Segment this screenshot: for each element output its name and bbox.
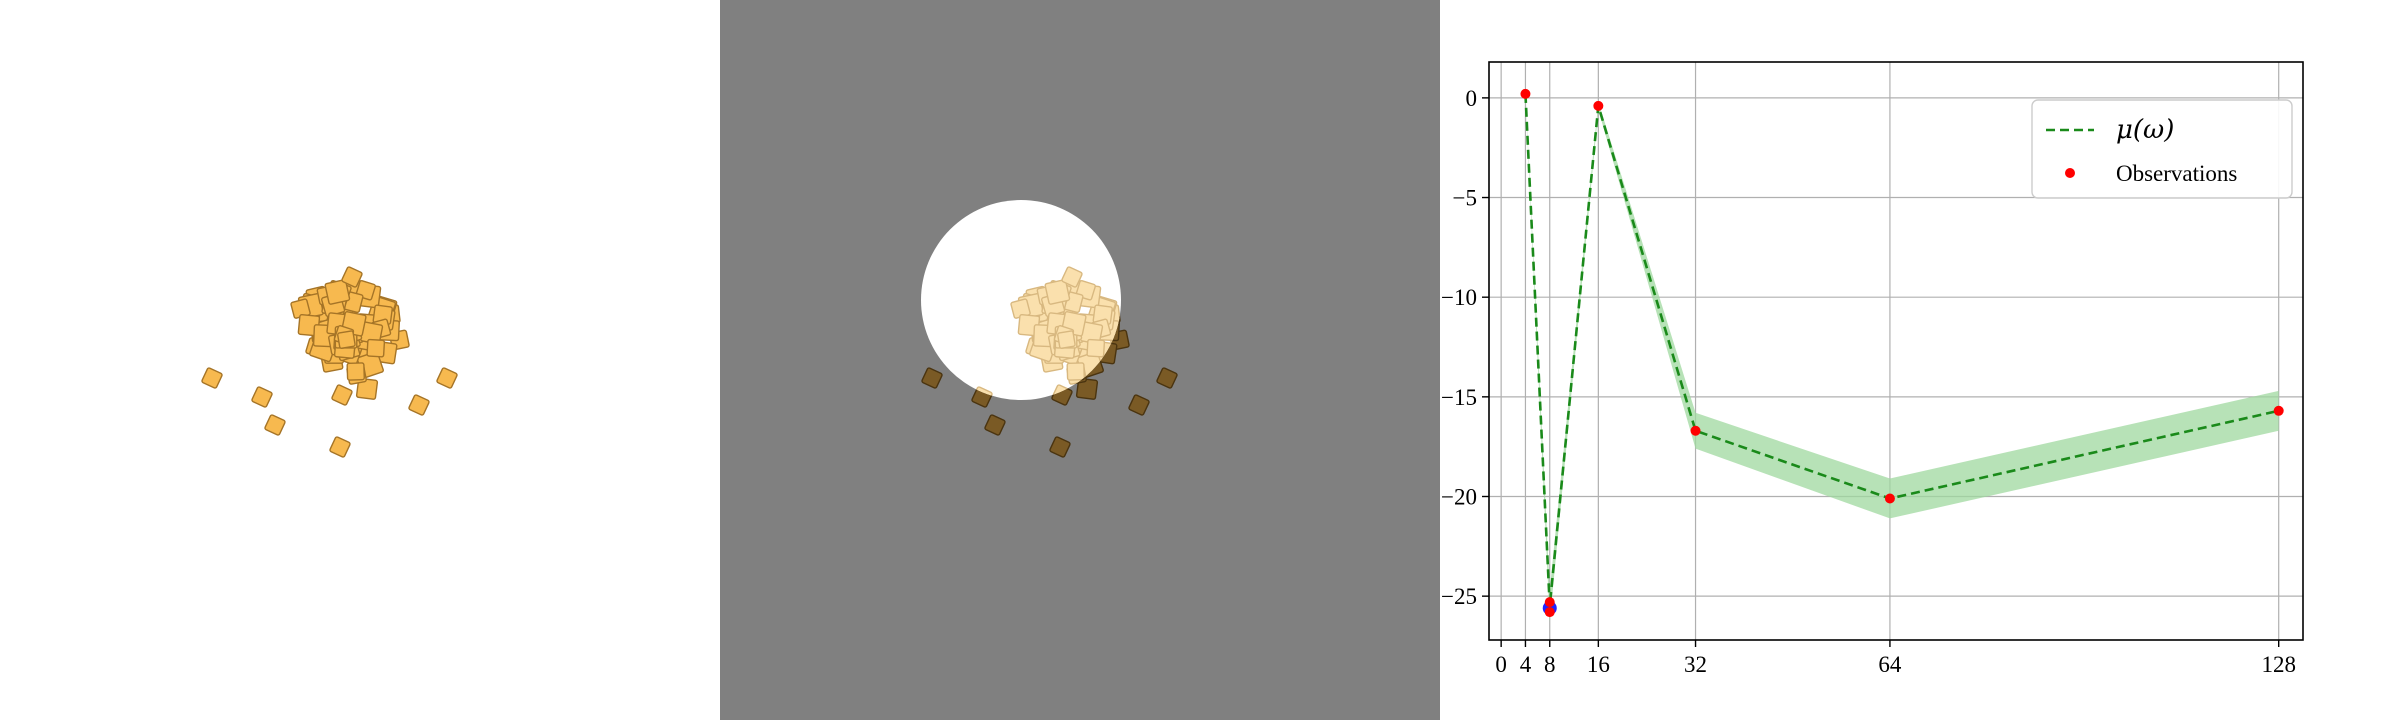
x-tick-label: 64 <box>1878 652 1902 677</box>
masked-cube-render <box>921 200 1178 458</box>
observation-point <box>2273 405 2284 416</box>
masked-cubes-panel <box>720 0 1440 720</box>
observation-point <box>1593 100 1604 111</box>
confidence-band <box>1525 91 2279 623</box>
cube <box>984 414 1006 436</box>
x-tick-label: 32 <box>1684 652 1707 677</box>
chart-panel: 0 4 8 16 32 64 128 0 −5 −10 −15 −20 −25 μ(ω) Observat… <box>1440 0 2400 720</box>
cube <box>1075 377 1099 400</box>
cube <box>1128 394 1150 416</box>
y-tick-label: −20 <box>1441 484 1477 509</box>
x-tick-label: 8 <box>1544 652 1556 677</box>
cube <box>1066 362 1085 381</box>
cube <box>1086 338 1106 358</box>
cube <box>1044 279 1071 305</box>
cube-pile-render <box>201 266 458 458</box>
legend-box <box>2031 99 2293 199</box>
observation-point <box>1520 88 1531 99</box>
y-tick-label: −5 <box>1453 186 1477 211</box>
confidence-band-area <box>1525 91 2279 623</box>
grid-lines <box>1489 62 2303 640</box>
plot-frame <box>1488 61 2304 641</box>
legend-marker-swatch <box>2065 168 2075 178</box>
cube <box>355 377 379 400</box>
legend-label-mean: μ(ω) <box>2116 115 2174 145</box>
observation-point <box>1884 493 1895 504</box>
cube <box>921 367 943 389</box>
cube <box>408 394 430 416</box>
cube <box>331 384 353 406</box>
cube <box>366 338 386 358</box>
mean-line <box>1524 93 2279 607</box>
cube <box>1156 367 1178 389</box>
x-tick-label: 4 <box>1520 652 1532 677</box>
observation-points <box>1520 88 2284 618</box>
cube <box>329 436 351 458</box>
x-tick-label: 0 <box>1495 652 1507 677</box>
y-tick-label: 0 <box>1466 86 1478 111</box>
mean-line-layer <box>1524 93 2279 607</box>
cube-pile <box>201 266 458 458</box>
legend-label-observations: Observations <box>2116 161 2237 186</box>
cube <box>341 266 363 288</box>
observation-point <box>1544 597 1555 608</box>
cube <box>1061 266 1083 288</box>
x-tick-label: 16 <box>1587 652 1610 677</box>
x-tick-label: 128 <box>2261 652 2296 677</box>
legend: μ(ω) Observations <box>2031 99 2293 199</box>
cube <box>1057 330 1076 349</box>
observation-point <box>1690 425 1701 436</box>
cube <box>346 362 365 381</box>
cube <box>436 367 458 389</box>
cube <box>324 279 351 305</box>
cube <box>1049 436 1071 458</box>
y-tick-label: −10 <box>1441 285 1477 310</box>
observation-point <box>1544 607 1555 618</box>
y-tick-label: −25 <box>1441 584 1477 609</box>
cube <box>251 386 273 408</box>
cube <box>337 330 356 349</box>
cube <box>201 367 223 389</box>
rendered-cubes-panel <box>0 0 720 720</box>
y-tick-label: −15 <box>1441 385 1477 410</box>
cube <box>264 414 286 436</box>
